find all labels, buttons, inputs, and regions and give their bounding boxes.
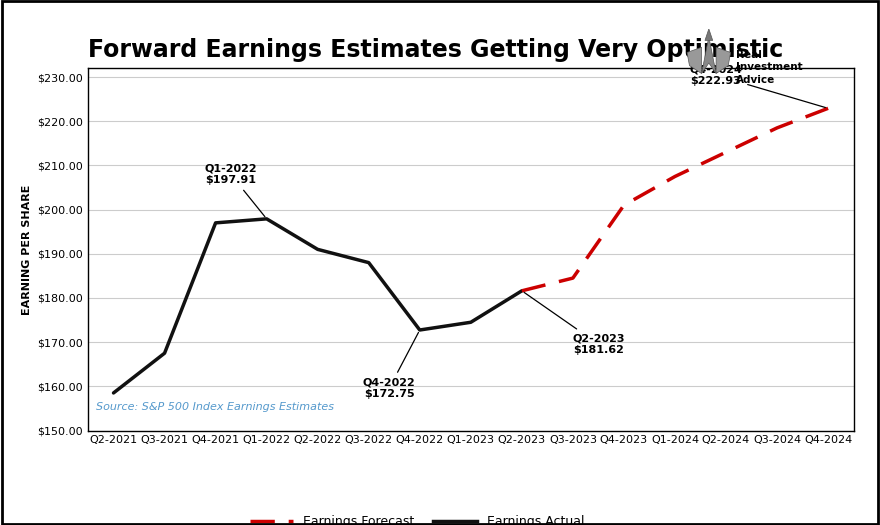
- Text: Forward Earnings Estimates Getting Very Optimistic: Forward Earnings Estimates Getting Very …: [88, 38, 783, 62]
- Polygon shape: [716, 47, 730, 74]
- Text: Q4-2024
$222.93: Q4-2024 $222.93: [689, 65, 825, 108]
- Polygon shape: [705, 29, 713, 40]
- Text: Source: S&P 500 Index Earnings Estimates: Source: S&P 500 Index Earnings Estimates: [96, 402, 334, 413]
- Text: Real
Investment
Advice: Real Investment Advice: [736, 50, 803, 85]
- Y-axis label: EARNING PER SHARE: EARNING PER SHARE: [22, 184, 32, 314]
- Polygon shape: [701, 37, 716, 74]
- Text: Q2-2023
$181.62: Q2-2023 $181.62: [524, 292, 625, 355]
- Text: Q4-2022
$172.75: Q4-2022 $172.75: [363, 332, 419, 399]
- Legend: Earnings Forecast, Earnings Actual: Earnings Forecast, Earnings Actual: [245, 510, 590, 525]
- Polygon shape: [687, 47, 701, 74]
- Text: Q1-2022
$197.91: Q1-2022 $197.91: [204, 164, 265, 217]
